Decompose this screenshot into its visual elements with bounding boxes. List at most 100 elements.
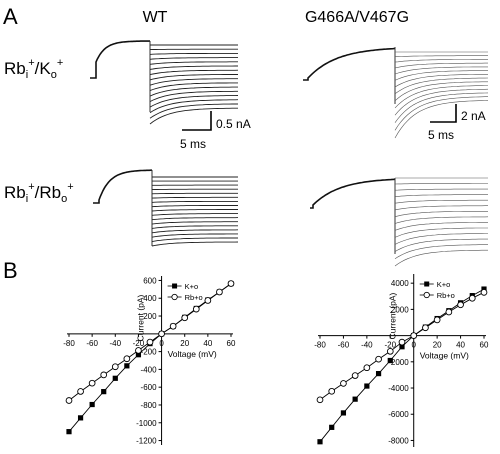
tail-trace [149,107,238,125]
tail-trace [151,200,238,203]
data-point-square [89,401,95,408]
data-point-circle [88,379,96,387]
tail-trace [151,213,238,216]
tail-trace [394,59,488,63]
tail-trace [394,62,488,69]
activation-trace [310,178,396,209]
x-tick-label: -80 [314,341,326,350]
x-tick-label: 40 [203,339,212,348]
data-point-circle [410,332,418,339]
data-point-square [112,375,118,381]
panel-a-letter: A [3,4,18,29]
data-point-circle [375,355,382,363]
tail-trace [394,227,488,238]
tail-trace [151,209,238,212]
x-axis-label: Voltage (mV) [168,349,217,359]
y-tick-label: 600 [143,276,157,285]
data-point-circle [146,338,154,346]
legend-entry: K+o [437,280,451,289]
legend-entry: Rb+o [437,291,455,300]
data-point-circle [169,322,177,330]
tail-trace [394,211,488,217]
mutant-scalebar-current: 2 nA [461,109,486,123]
data-point-circle [316,396,324,404]
tail-trace [149,78,238,86]
x-tick-label: -80 [63,339,75,348]
tail-trace [151,237,238,243]
data-point-circle [77,388,84,395]
legend-circle-marker [171,293,178,301]
data-point-circle [192,305,200,313]
tail-trace [151,229,239,234]
tail-trace [394,66,488,75]
data-point-square [375,371,382,377]
data-point-square [329,424,335,430]
tail-trace [149,103,238,119]
tail-trace [394,194,488,197]
wt-scalebar-current: 0.5 nA [216,117,251,131]
mutant-scalebar: 2 nA 5 ms [428,104,486,142]
tail-trace [149,52,238,55]
x-tick-label: -40 [361,341,373,350]
x-tick-label: 60 [480,341,489,350]
y-axis-label: Current (pA) [136,294,146,341]
data-point-square [101,389,107,395]
tail-trace [394,183,488,185]
data-point-circle [123,355,131,363]
x-tick-label: 40 [456,341,465,350]
x-tick-label: -20 [385,341,397,350]
x-tick-label: -60 [338,341,350,350]
tail-trace [394,92,489,123]
tail-trace [149,86,238,97]
data-point-circle [351,372,359,379]
x-tick-label: -20 [133,339,145,348]
y-tick-label: -6000 [388,410,409,419]
legend-entry: K+o [185,282,199,291]
tail-trace [394,74,488,88]
data-point-circle [135,347,142,354]
legend-circle-marker [423,291,430,299]
data-point-square [77,415,84,421]
data-point-square [399,344,405,350]
tail-trace [394,238,488,252]
activation-trace [90,40,150,79]
row2-label: Rbi+/Rbo+ [4,181,74,205]
y-tick-label: -2000 [388,358,409,367]
tail-trace [394,100,489,139]
y-tick-label: -600 [141,383,158,392]
data-point-circle [480,288,488,296]
tail-trace [151,205,238,208]
tail-trace [394,199,488,204]
data-point-circle [204,297,212,304]
data-point-square [364,383,370,389]
y-tick-label: 4000 [391,279,409,288]
tail-trace [394,96,488,131]
x-tick-label: -40 [110,339,122,348]
data-point-circle [65,397,73,404]
wt-title: WT [143,9,168,26]
activation-trace [303,47,396,81]
tail-trace [394,233,488,245]
mutant-title: G466A/V467G [305,9,409,26]
y-tick-label: -400 [141,365,158,374]
tail-trace [394,222,488,231]
legend-entry: Rb+o [185,293,203,302]
data-point-circle [181,314,189,322]
tail-trace [394,81,488,102]
panel-b-letter: B [3,258,18,283]
y-tick-label: -4000 [388,384,409,393]
data-point-square [387,357,393,364]
x-tick-label: 0 [411,341,416,350]
y-tick-label: -1200 [136,437,157,446]
y-tick-label: -800 [141,401,158,410]
x-tick-label: 60 [227,339,236,348]
tail-trace [151,192,238,195]
data-point-square [340,410,347,416]
y-tick-label: -1000 [136,419,157,428]
x-axis-label: Voltage (mV) [420,351,469,361]
tail-trace [149,95,239,108]
iv-plot-wt: -80 -60 -40 -20 0 20 40 60-1200-1000-800-600-40… [63,276,236,446]
data-point-square [352,396,358,402]
tail-trace [151,225,238,229]
tail-trace [394,244,488,260]
